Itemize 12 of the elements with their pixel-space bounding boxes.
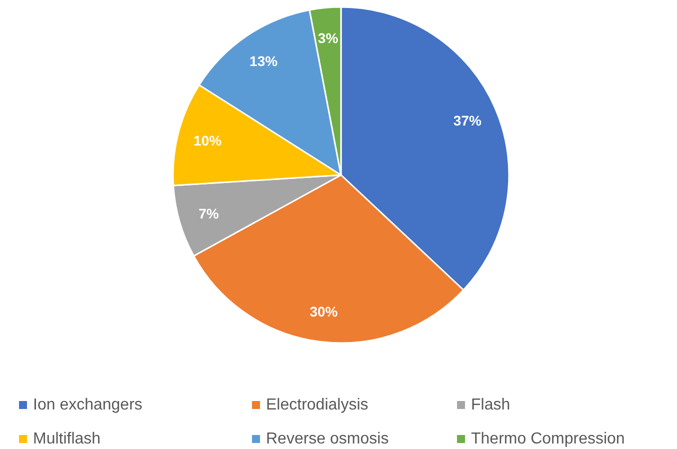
data-label: 7% bbox=[198, 205, 220, 222]
data-label: 10% bbox=[194, 132, 222, 149]
legend-label: Electrodialysis bbox=[266, 396, 368, 414]
legend-label: Thermo Compression bbox=[471, 430, 625, 448]
legend-label: Reverse osmosis bbox=[266, 430, 389, 448]
legend-label: Flash bbox=[471, 396, 510, 414]
legend-label: Multiflash bbox=[33, 430, 101, 448]
data-label: 13% bbox=[250, 53, 278, 70]
data-label: 37% bbox=[453, 112, 482, 128]
legend-label: Ion exchangers bbox=[33, 396, 142, 414]
data-label: 3% bbox=[318, 30, 339, 46]
data-label: 30% bbox=[310, 304, 338, 320]
